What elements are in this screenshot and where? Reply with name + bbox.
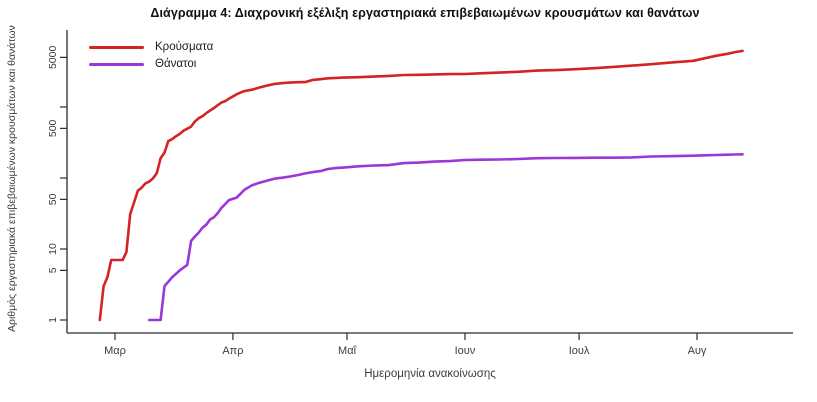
x-tick-label: Ιουν bbox=[455, 345, 476, 357]
cases-line-swatch bbox=[89, 45, 144, 49]
legend-item-deaths: Θάνατοι bbox=[89, 58, 213, 70]
x-tick-label: Αυγ bbox=[688, 345, 707, 357]
legend: Κρούσματα Θάνατοι bbox=[89, 41, 213, 70]
y-tick-label: 1 bbox=[47, 317, 59, 323]
legend-item-cases: Κρούσματα bbox=[89, 41, 213, 53]
x-tick-label: Απρ bbox=[222, 345, 243, 357]
y-tick-label: 10 bbox=[47, 243, 59, 255]
x-axis-title: Ημερομηνία ανακοίνωσης bbox=[364, 368, 496, 380]
y-tick-label: 50 bbox=[47, 193, 59, 205]
deaths-legend-label: Θάνατοι bbox=[155, 58, 197, 70]
cases-legend-label: Κρούσματα bbox=[155, 41, 214, 53]
cases-line bbox=[98, 49, 744, 322]
y-axis-title: Αριθμός εργαστηριακά επιβεβαιωμένων κρου… bbox=[6, 25, 18, 333]
x-tick-label: Μαρ bbox=[104, 345, 126, 357]
y-tick-label: 5 bbox=[47, 267, 59, 273]
y-tick-label: 5000 bbox=[47, 46, 59, 70]
deaths-line bbox=[147, 153, 744, 322]
chart-title: Διάγραμμα 4: Διαχρονική εξέλιξη εργαστηρ… bbox=[150, 6, 700, 20]
deaths-line-swatch bbox=[89, 62, 144, 66]
x-tick-label: Ιουλ bbox=[569, 345, 590, 357]
x-tick-label: Μαΐ bbox=[338, 345, 357, 357]
y-tick-label: 500 bbox=[47, 119, 59, 137]
